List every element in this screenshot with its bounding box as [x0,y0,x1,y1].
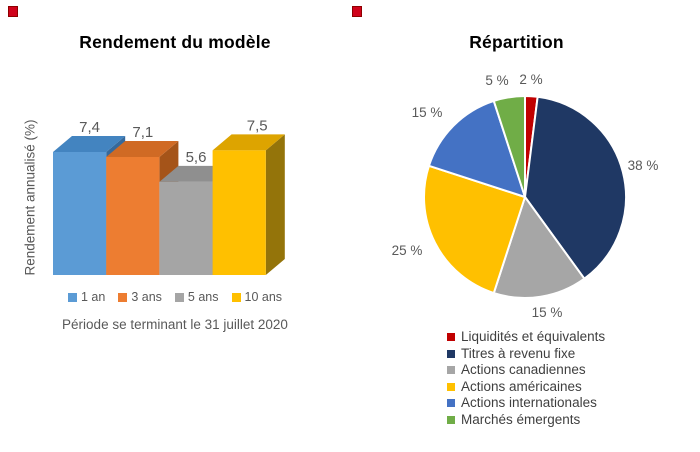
legend-item: Liquidités et équivalents [447,329,605,346]
legend-item: Titres à revenu fixe [447,346,605,363]
legend-swatch-icon [231,292,241,302]
bar-value-label: 5,6 [186,149,207,166]
pie-slice [492,196,586,299]
legend-label: 1 an [80,290,106,304]
legend-label: Actions canadiennes [461,362,586,377]
legend-item: Marchés émergents [447,412,605,429]
legend-swatch-icon [447,366,455,375]
legend-label: Liquidités et équivalents [461,329,606,344]
bar-face [265,134,285,275]
legend-item: 1 an [67,290,106,304]
bar-face [212,134,285,151]
pie-percent-label: 38 % [628,158,659,173]
legend-swatch-icon [118,292,128,302]
legend-label: 10 ans [244,290,283,304]
legend-swatch-icon [447,333,455,342]
pie-slice [524,95,627,280]
legend-label: 5 ans [187,290,219,304]
legend-label: Actions internationales [461,395,597,410]
bar-face [106,140,179,157]
bar-face [159,181,213,275]
pie-percent-label: 15 % [532,305,563,320]
bar-face [53,152,107,275]
legend-swatch-icon [447,382,455,391]
pie-chart: 2 % 38 % 15 % 25 % 15 % 5 % [392,72,659,320]
pie-chart-legend: Liquidités et équivalents Titres à revenu… [447,329,605,428]
legend-item: Actions américaines [447,379,605,396]
bar-value-label: 7,5 [247,117,268,134]
bar-face [106,156,160,275]
pie-slice [423,164,526,295]
bar-face [212,150,266,275]
legend-item: Actions canadiennes [447,362,605,379]
pie-percent-label: 2 % [519,72,542,87]
bar-face [53,136,126,153]
legend-item: 5 ans [174,290,219,304]
bar-value-label: 7,1 [132,124,153,141]
legend-item: Actions internationales [447,395,605,412]
red-placeholder-icon [8,6,18,17]
bar-value-label: 7,4 [79,119,100,136]
legend-swatch-icon [67,292,77,302]
legend-label: Actions américaines [461,378,582,394]
bar-chart-caption: Période se terminant le 31 juillet 2020 [62,317,288,332]
legend-item: 3 ans [118,290,162,304]
legend-swatch-icon [447,415,455,424]
legend-label: Titres à revenu fixe [461,345,576,361]
legend-swatch-icon [447,399,455,408]
pie-percent-label: 25 % [392,243,423,258]
bar-chart-title: Rendement du modèle [79,32,271,52]
legend-swatch-icon [174,292,184,302]
legend-label: 3 ans [131,290,162,304]
pie-slice [492,95,526,198]
legend-swatch-icon [447,349,455,358]
pie-percent-label: 5 % [485,73,508,88]
legend-label: Marchés émergents [461,411,581,427]
legend-item: 10 ans [231,290,283,304]
bar-chart: 7,4 7,1 5,6 7,5 [53,117,285,275]
pie-percent-label: 15 % [412,105,443,120]
bar-chart-legend: 1 an 3 ans 5 ans 10 ans [0,290,350,304]
pie-chart-title: Répartition [469,32,564,52]
red-placeholder-icon [352,6,362,17]
